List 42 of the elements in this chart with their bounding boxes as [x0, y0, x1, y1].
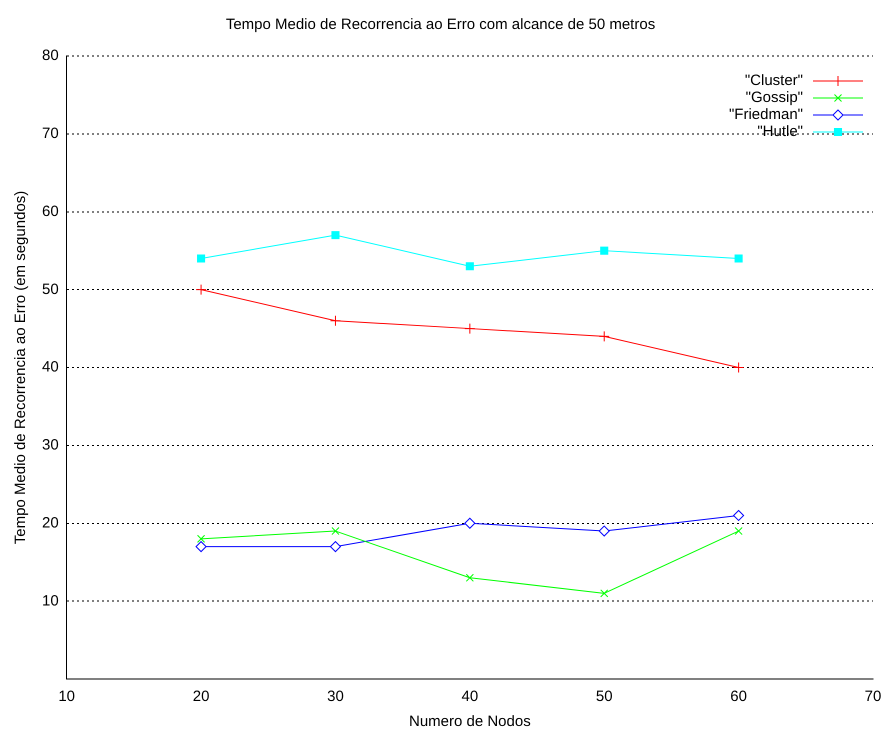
point	[733, 362, 744, 373]
point	[598, 526, 610, 537]
y-tick-label: 30	[42, 436, 59, 454]
legend-label: "Friedman"	[728, 106, 803, 124]
y-tick-label: 10	[42, 592, 59, 610]
point	[734, 254, 743, 263]
point	[600, 589, 608, 598]
chart-title: Tempo Medio de Recorrencia ao Erro com alcance de 50 metros	[226, 16, 656, 34]
x-tick-label: 20	[192, 688, 210, 706]
y-tick-label: 50	[42, 280, 59, 298]
point	[600, 246, 608, 255]
point	[464, 518, 476, 529]
point	[466, 262, 474, 270]
point	[734, 527, 743, 536]
point	[466, 574, 474, 582]
point	[197, 254, 206, 263]
y-tick-label: 60	[42, 202, 59, 220]
y-tick-label: 70	[42, 125, 59, 142]
point	[331, 527, 340, 536]
x-tick-label: 10	[58, 688, 76, 706]
x-tick-label: 30	[327, 688, 344, 706]
x-tick-label: 40	[462, 688, 478, 706]
point	[196, 541, 207, 552]
point	[330, 541, 341, 552]
point	[196, 284, 207, 296]
x-tick-label: 50	[596, 688, 613, 706]
x-tick-label: 60	[730, 688, 747, 706]
point	[464, 323, 476, 334]
y-tick-label: 40	[42, 358, 59, 376]
x-axis-title: Numero de Nodos	[408, 713, 531, 730]
x-tick-label: 70	[864, 688, 882, 706]
point	[733, 510, 744, 521]
legend-label: "Hutle"	[757, 123, 803, 140]
y-axis-title: Tempo Medio de Recorrencia ao Erro (em segundos)	[12, 190, 30, 544]
point	[598, 330, 610, 342]
point	[197, 534, 206, 543]
point	[330, 315, 341, 326]
point	[331, 231, 340, 240]
y-tick-label: 80	[42, 47, 59, 64]
legend-label: "Gossip"	[746, 89, 803, 106]
y-tick-label: 20	[42, 514, 59, 532]
legend-label: "Cluster"	[744, 72, 803, 90]
